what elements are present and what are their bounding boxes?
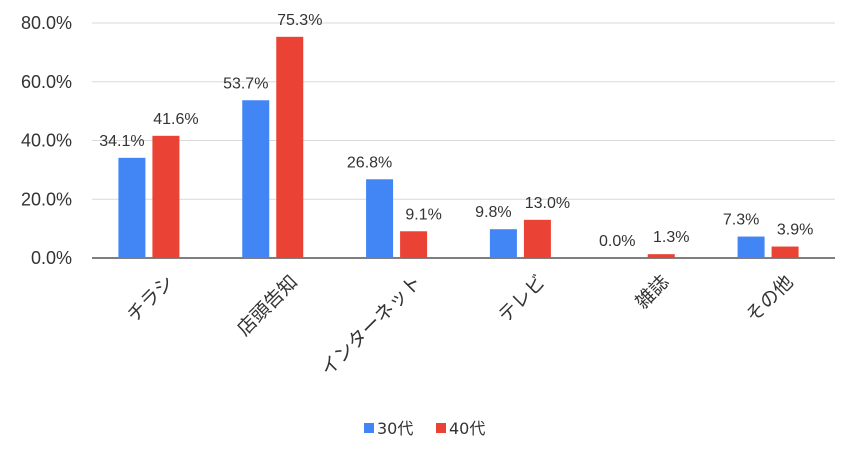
- data-label: 53.7%: [223, 75, 268, 92]
- category-label: 店頭告知: [233, 271, 302, 340]
- bar-series-1[interactable]: [118, 157, 146, 258]
- gridlines: [92, 22, 835, 259]
- bar-series-2[interactable]: [523, 219, 551, 258]
- legend-item-series-2[interactable]: 40代: [436, 419, 485, 438]
- data-label: 13.0%: [525, 195, 570, 212]
- data-labels: 34.1% 41.6% 53.7% 75.3% 26.8% 9.1% 9.8% 13.0% 0.…: [99, 12, 813, 250]
- y-tick-label: 80.0%: [21, 13, 72, 33]
- y-tick-label: 0.0%: [31, 248, 72, 268]
- y-tick-label: 20.0%: [21, 189, 72, 209]
- y-tick-label: 40.0%: [21, 131, 72, 151]
- category-label: 雑誌: [631, 271, 673, 313]
- bar-series-1[interactable]: [737, 236, 765, 258]
- category-label: チラシ: [123, 271, 179, 327]
- category-label: テレビ: [494, 271, 550, 327]
- data-label: 41.6%: [153, 111, 198, 128]
- bar-series-2[interactable]: [152, 135, 180, 258]
- data-label: 3.9%: [777, 222, 813, 239]
- legend-item-series-1[interactable]: 30代: [364, 419, 413, 438]
- bar-series-1[interactable]: [366, 179, 394, 258]
- data-label: 9.8%: [475, 204, 511, 221]
- data-label: 7.3%: [723, 212, 759, 229]
- legend[interactable]: 30代 40代: [364, 419, 485, 438]
- bar-series-2[interactable]: [647, 254, 675, 258]
- y-axis-tick-labels: 0.0% 20.0% 40.0% 60.0% 80.0%: [21, 13, 72, 268]
- data-label: 26.8%: [347, 154, 392, 171]
- category-label: その他: [742, 271, 798, 327]
- bar-series-1[interactable]: [242, 100, 270, 258]
- bar-series-2[interactable]: [276, 36, 304, 259]
- data-label: 75.3%: [277, 12, 322, 29]
- legend-swatch: [364, 423, 374, 433]
- bar-series-2[interactable]: [400, 231, 428, 258]
- data-label: 1.3%: [653, 229, 689, 246]
- data-label: 9.1%: [405, 206, 441, 223]
- legend-label: 40代: [449, 419, 485, 438]
- y-tick-label: 60.0%: [21, 72, 72, 92]
- bar-series-1[interactable]: [489, 229, 517, 258]
- data-label: 0.0%: [599, 233, 635, 250]
- legend-label: 30代: [377, 419, 413, 438]
- bars: [118, 36, 799, 259]
- category-label: インターネット: [317, 271, 427, 381]
- data-label: 34.1%: [99, 133, 144, 150]
- bar-series-2[interactable]: [771, 246, 799, 258]
- category-labels: チラシ 店頭告知 インターネット テレビ 雑誌 その他: [123, 271, 798, 381]
- legend-swatch: [436, 423, 446, 433]
